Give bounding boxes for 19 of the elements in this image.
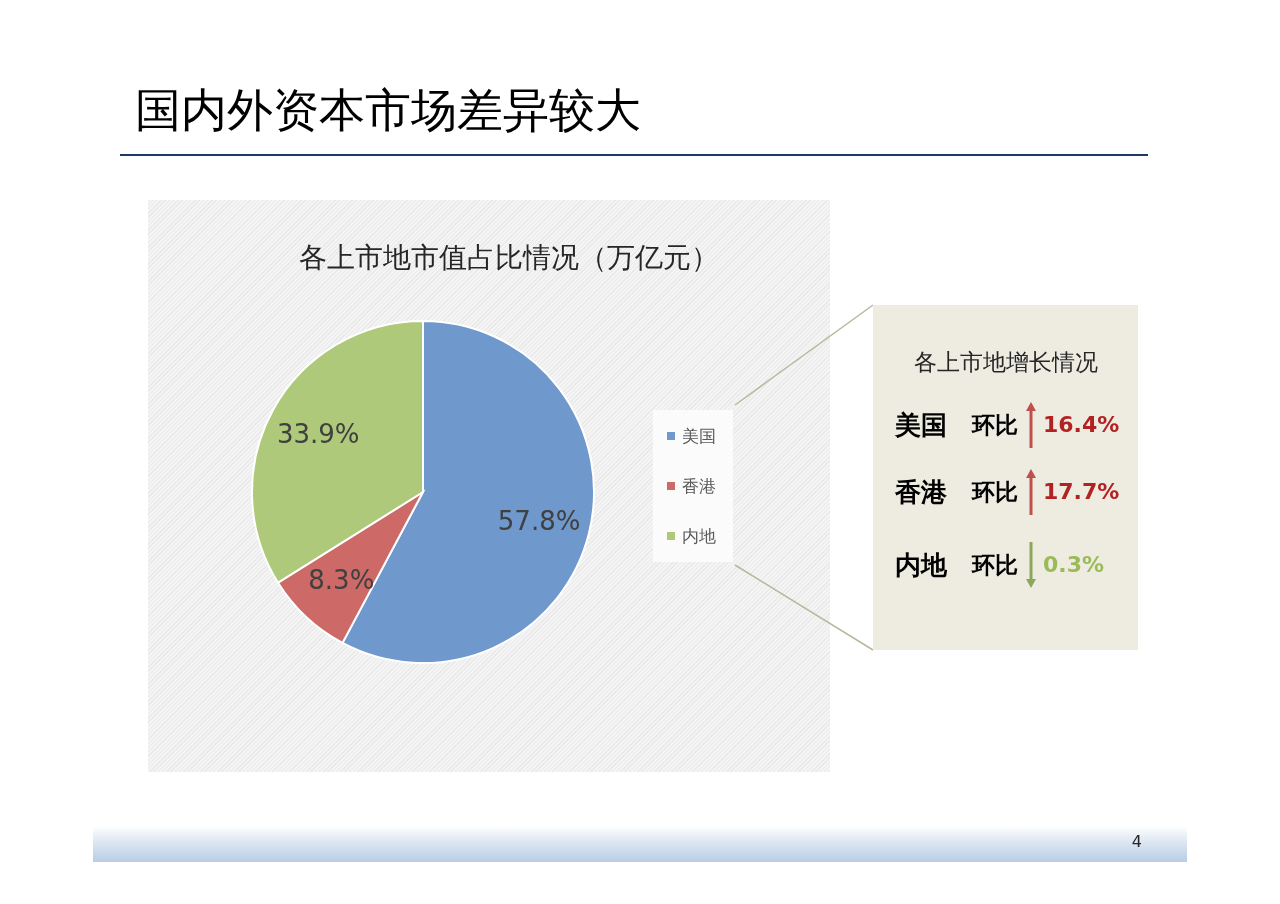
data-label: 33.9% xyxy=(276,419,360,449)
data-label: 57.8% xyxy=(497,506,581,537)
text: 4 xyxy=(1131,832,1142,852)
legend-label: 内地 xyxy=(682,524,716,548)
text: 美国 xyxy=(895,409,947,442)
text: 环比 xyxy=(972,551,1018,580)
text: 环比 xyxy=(972,478,1018,507)
data-label: 8.3% xyxy=(308,564,375,595)
chart-title: 国内外资本市场差异较大 xyxy=(135,82,641,139)
text: 内地 xyxy=(895,549,947,582)
text: 环比 xyxy=(972,411,1018,440)
text: 各上市地增长情况 xyxy=(912,348,1099,377)
text: 香港 xyxy=(895,476,947,509)
text: 17.7% xyxy=(1043,478,1120,506)
text: 16.4% xyxy=(1043,411,1120,439)
chart-subtitle: 各上市地市值占比情况（万亿元） xyxy=(298,240,720,276)
legend-label: 香港 xyxy=(682,474,716,498)
legend-label: 美国 xyxy=(682,424,716,448)
text: 0.3% xyxy=(1043,551,1105,579)
